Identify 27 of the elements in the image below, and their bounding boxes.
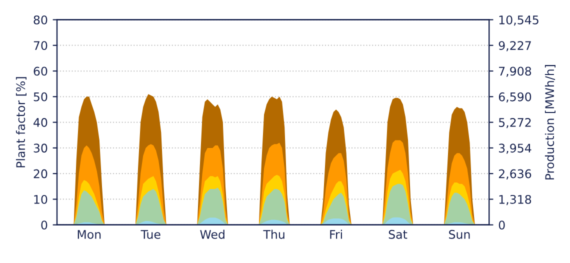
y-tick-label: 0: [41, 220, 48, 230]
y2-tick-label: 5,272: [499, 118, 531, 128]
y-tick-label: 30: [34, 144, 48, 153]
x-tick-label: Thu: [263, 230, 284, 239]
y-axis-title: Plant factor [%]: [16, 77, 26, 168]
y2-axis-title: Production [MWh/h]: [544, 65, 556, 180]
y2-tick-label: 6,590: [498, 92, 532, 103]
y2-tick-label: 1,318: [499, 194, 532, 206]
y-tick-label: 70: [34, 41, 48, 50]
x-tick-label: Mon: [78, 230, 101, 239]
y-tick-label: 10: [34, 194, 48, 204]
y2-tick-label: 9,227: [498, 41, 531, 52]
y2-tick-label: 2,636: [498, 169, 532, 180]
y2-tick-label: 0: [498, 220, 505, 230]
x-tick-label: Tue: [140, 230, 160, 239]
y2-tick-label: 10,545: [499, 15, 538, 26]
x-tick-label: Sun: [449, 230, 470, 239]
y-tick-label: 20: [34, 169, 48, 178]
x-tick-label: Sat: [388, 230, 408, 239]
x-tick-label: Wed: [200, 230, 224, 239]
y2-tick-label: 3,954: [498, 144, 532, 154]
y2-tick-label: 7,908: [499, 66, 532, 77]
x-tick-label: Fri: [330, 230, 342, 239]
y-tick-label: 40: [34, 118, 48, 127]
y-tick-label: 80: [34, 15, 48, 24]
y-tick-label: 60: [34, 66, 48, 76]
y-tick-label: 50: [34, 92, 48, 102]
